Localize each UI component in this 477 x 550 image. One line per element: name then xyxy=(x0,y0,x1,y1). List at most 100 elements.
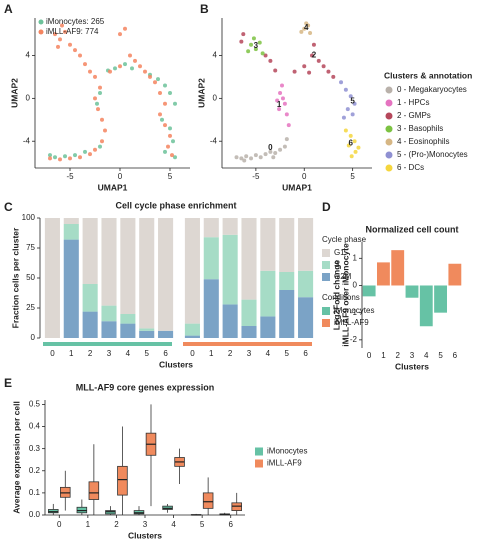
point xyxy=(60,23,64,28)
point xyxy=(73,153,77,158)
point xyxy=(339,80,344,85)
point xyxy=(78,155,82,160)
legend-label: G2M xyxy=(334,272,352,281)
legend-swatch xyxy=(38,29,44,35)
point xyxy=(53,32,57,37)
point xyxy=(258,155,263,160)
x-tick-label: 5 xyxy=(200,520,205,529)
point xyxy=(251,36,256,41)
point xyxy=(292,69,297,74)
point xyxy=(353,149,358,154)
panel-letter: A xyxy=(4,2,13,16)
legend-label: iMLL-AF9 xyxy=(334,318,369,327)
bar xyxy=(419,285,433,327)
point xyxy=(158,91,162,95)
y-tick-label: 4 xyxy=(26,51,31,60)
y-axis-label: Average expression per cell xyxy=(11,401,21,514)
point xyxy=(100,117,104,122)
legend-swatch xyxy=(255,447,263,456)
box xyxy=(117,465,128,496)
point xyxy=(284,137,289,142)
point xyxy=(171,139,175,144)
point xyxy=(263,53,268,58)
legend-swatch xyxy=(385,99,393,107)
bar-segment xyxy=(279,218,295,272)
bar xyxy=(448,263,462,286)
bar-segment xyxy=(139,218,155,329)
legend-swatch xyxy=(38,19,44,25)
x-tick-label: 6 xyxy=(163,349,168,358)
bar-segment xyxy=(82,311,98,338)
point xyxy=(310,53,314,58)
legend-swatch xyxy=(385,164,393,172)
legend-label: 0 - Megakaryocytes xyxy=(397,85,467,94)
point xyxy=(138,64,142,69)
x-tick-label: 3 xyxy=(107,349,112,358)
point xyxy=(118,64,122,69)
x-tick-label: 2 xyxy=(88,349,93,358)
bar-segment xyxy=(63,239,79,338)
x-tick-label: 3 xyxy=(247,349,252,358)
point xyxy=(100,139,104,144)
legend-title: Clusters & annotation xyxy=(384,70,472,80)
y-tick-label: 4 xyxy=(213,51,218,60)
point xyxy=(160,117,164,122)
point xyxy=(95,101,99,106)
y-tick-label: 0.3 xyxy=(29,444,41,453)
x-tick-label: 4 xyxy=(126,349,131,358)
bar-segment xyxy=(241,326,257,338)
x-tick-label: 2 xyxy=(395,351,400,360)
point xyxy=(98,144,102,149)
x-tick-label: 4 xyxy=(171,520,176,529)
point xyxy=(98,91,102,95)
x-tick-label: -5 xyxy=(252,172,260,181)
point xyxy=(128,53,132,58)
point xyxy=(244,154,249,159)
point xyxy=(345,107,350,112)
box xyxy=(202,492,214,509)
panel-letter: B xyxy=(200,2,209,16)
point xyxy=(284,112,289,117)
bar-segment xyxy=(260,316,276,338)
legend-label: 2 - GMPs xyxy=(397,111,431,120)
point xyxy=(93,147,97,152)
point xyxy=(260,51,265,56)
x-axis-label: Clusters xyxy=(395,361,429,371)
point xyxy=(239,39,244,44)
point xyxy=(148,74,152,79)
point xyxy=(168,133,172,138)
point xyxy=(241,32,246,37)
cluster-label: 6 xyxy=(348,138,353,147)
point xyxy=(348,94,353,99)
bar-segment xyxy=(101,305,117,322)
cluster-label: 3 xyxy=(254,41,259,50)
y-tick-label: 0 xyxy=(213,93,218,102)
bar-segment xyxy=(203,279,219,338)
x-tick-label: 0 xyxy=(57,520,62,529)
legend-label: S xyxy=(334,260,339,269)
x-tick-label: 1 xyxy=(381,351,386,360)
legend-label: iMLL-AF9 xyxy=(267,459,302,468)
point xyxy=(239,156,244,161)
point xyxy=(275,98,280,103)
bar-segment xyxy=(241,218,257,300)
point xyxy=(68,156,72,161)
point xyxy=(123,26,127,31)
point xyxy=(168,91,172,95)
point xyxy=(282,144,287,149)
cluster-label: 4 xyxy=(304,23,309,32)
x-tick-label: 0 xyxy=(118,172,123,181)
chart-title: Cell cycle phase enrichment xyxy=(115,200,236,210)
point xyxy=(341,115,346,120)
point xyxy=(73,48,77,53)
point xyxy=(242,158,247,163)
point xyxy=(273,151,278,155)
point xyxy=(356,145,361,150)
bar-segment xyxy=(184,335,200,338)
point xyxy=(58,37,62,42)
point xyxy=(331,74,336,79)
y-tick-label: 0.0 xyxy=(29,510,41,519)
point xyxy=(83,62,87,67)
point xyxy=(268,58,273,63)
point xyxy=(352,139,357,144)
